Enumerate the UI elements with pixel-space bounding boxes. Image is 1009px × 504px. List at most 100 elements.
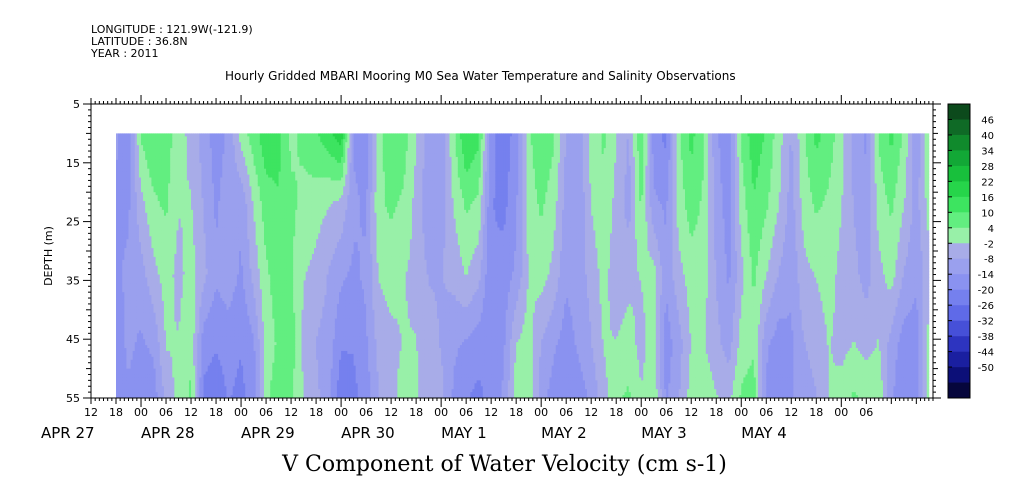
heatmap-cell	[141, 212, 144, 217]
heatmap-cell	[151, 383, 154, 387]
heatmap-cell	[170, 203, 173, 208]
heatmap-cell	[120, 245, 123, 249]
heatmap-cell	[145, 248, 148, 252]
heatmap-cell	[116, 233, 119, 237]
heatmap-cell	[166, 242, 169, 246]
heatmap-cell	[147, 274, 150, 278]
heatmap-cell	[149, 171, 152, 175]
heatmap-cell	[151, 362, 154, 367]
heatmap-cell	[145, 133, 148, 137]
heatmap-cell	[163, 283, 167, 287]
heatmap-cell	[130, 380, 134, 384]
heatmap-cell	[128, 251, 131, 255]
heatmap-cell	[138, 189, 142, 193]
heatmap-cell	[153, 333, 156, 337]
heatmap-cell	[126, 233, 129, 237]
heatmap-cell	[128, 362, 131, 367]
heatmap-cell	[159, 145, 163, 149]
heatmap-cell	[141, 221, 144, 225]
heatmap-cell	[168, 186, 171, 190]
heatmap-cell	[130, 265, 134, 270]
heatmap-cell	[136, 268, 140, 272]
heatmap-cell	[161, 215, 165, 220]
heatmap-cell	[132, 239, 136, 243]
heatmap-cell	[159, 362, 163, 367]
heatmap-cell	[153, 168, 156, 173]
heatmap-cell	[126, 306, 129, 311]
heatmap-cell	[155, 162, 159, 167]
heatmap-cell	[149, 350, 152, 355]
heatmap-cell	[149, 153, 152, 158]
heatmap-cell	[159, 221, 163, 225]
heatmap-cell	[161, 139, 165, 143]
heatmap-cell	[130, 292, 134, 296]
heatmap-cell	[124, 368, 127, 372]
heatmap-cell	[124, 165, 127, 170]
heatmap-cell	[134, 165, 138, 170]
heatmap-cell	[166, 350, 169, 355]
heatmap-cell	[130, 283, 134, 287]
heatmap-cell	[172, 156, 175, 161]
heatmap-cell	[126, 227, 129, 231]
header-info: LONGITUDE : 121.9W(-121.9) LATITUDE : 36…	[91, 24, 253, 60]
heatmap-cell	[116, 236, 119, 240]
heatmap-cell	[128, 165, 131, 170]
heatmap-cell	[163, 392, 167, 396]
heatmap-cell	[163, 306, 167, 311]
heatmap-cell	[161, 380, 165, 384]
heatmap-cell	[170, 383, 173, 387]
heatmap-cell	[134, 198, 138, 202]
heatmap-cell	[128, 142, 131, 146]
heatmap-cell	[130, 286, 134, 290]
heatmap-cell	[153, 156, 156, 161]
heatmap-cell	[122, 339, 125, 343]
heatmap-cell	[136, 374, 140, 378]
heatmap-cell	[172, 206, 175, 211]
heatmap-cell	[124, 327, 127, 331]
heatmap-cell	[157, 383, 161, 387]
heatmap-cell	[157, 336, 161, 340]
heatmap-cell	[132, 389, 136, 393]
heatmap-cell	[147, 271, 150, 275]
heatmap-cell	[126, 356, 129, 361]
heatmap-cell	[157, 189, 161, 193]
heatmap-cell	[132, 321, 136, 325]
heatmap-cell	[118, 245, 121, 249]
heatmap-cell	[151, 259, 154, 264]
heatmap-cell	[151, 221, 154, 225]
heatmap-cell	[161, 151, 165, 155]
heatmap-cell	[147, 306, 150, 311]
heatmap-cell	[147, 171, 150, 175]
heatmap-cell	[128, 283, 131, 287]
heatmap-cell	[161, 283, 165, 287]
heatmap-cell	[151, 224, 154, 228]
heatmap-cell	[170, 295, 173, 299]
heatmap-cell	[168, 148, 171, 152]
heatmap-cell	[163, 348, 167, 352]
heatmap-cell	[118, 295, 121, 299]
heatmap-cell	[143, 256, 146, 261]
heatmap-cell	[126, 336, 129, 340]
heatmap-cell	[163, 145, 167, 149]
heatmap-cell	[116, 165, 119, 170]
heatmap-cell	[143, 189, 146, 193]
heatmap-cell	[159, 171, 163, 175]
heatmap-cell	[118, 330, 121, 334]
heatmap-cell	[120, 253, 123, 258]
heatmap-cell	[161, 365, 165, 369]
heatmap-cell	[124, 318, 127, 322]
heatmap-cell	[149, 265, 152, 270]
heatmap-cell	[134, 251, 138, 255]
heatmap-cell	[118, 151, 121, 155]
heatmap-cell	[138, 339, 142, 343]
heatmap-cell	[141, 298, 144, 302]
heatmap-cell	[161, 253, 165, 258]
heatmap-cell	[170, 333, 173, 337]
heatmap-cell	[138, 318, 142, 322]
heatmap-cell	[157, 280, 161, 284]
heatmap-cell	[138, 345, 142, 349]
heatmap-cell	[143, 180, 146, 184]
heatmap-cell	[116, 283, 119, 287]
heatmap-cell	[170, 262, 173, 267]
heatmap-cell	[126, 203, 129, 208]
